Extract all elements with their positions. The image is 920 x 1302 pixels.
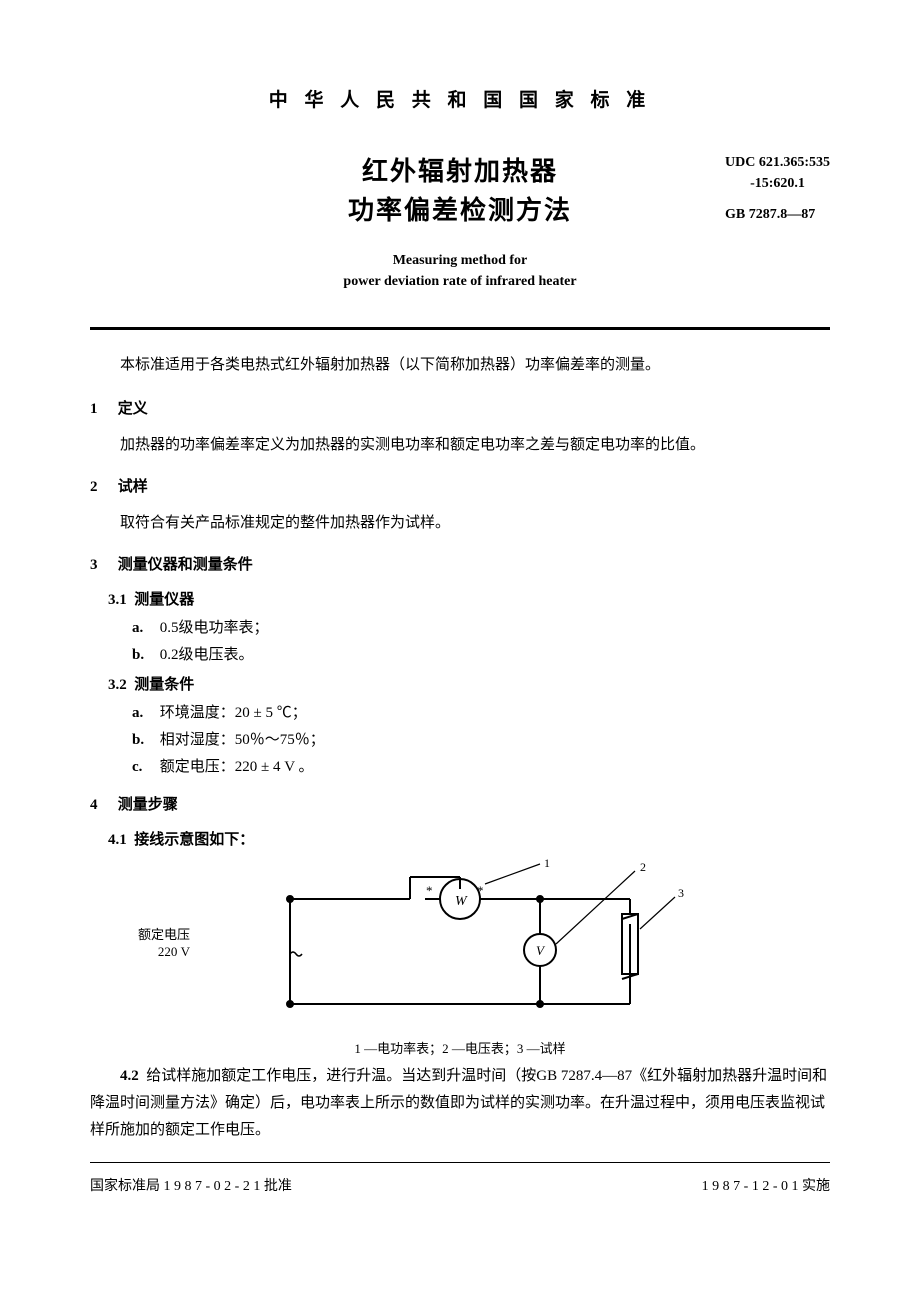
svg-text:*: * (426, 883, 433, 898)
circuit-diagram: * * W V 1 2 3 额定电压 220 V (90, 859, 830, 1034)
section-3-title: 测量仪器和测量条件 (118, 557, 253, 573)
item-3-2-b-text: 相对湿度：50％～75％； (160, 732, 325, 748)
item-3-2-a: a. 环境温度：20 ± 5 ℃； (132, 700, 830, 727)
title-chinese-line2: 功率偏差检测方法 (90, 191, 830, 230)
title-english-line1: Measuring method for (90, 250, 830, 271)
subsection-3-1-title: 测量仪器 (134, 592, 194, 608)
item-3-1-a-text: 0.5级电功率表； (160, 620, 269, 636)
subsection-4-1-num: 4.1 (108, 832, 127, 848)
pointer-3: 3 (678, 886, 684, 900)
classification-codes: UDC 621.365:535 -15:620.1 GB 7287.8—87 (725, 152, 830, 225)
item-3-2-a-text: 环境温度：20 ± 5 ℃； (160, 705, 307, 721)
section-1-heading: 1 定义 (90, 397, 830, 418)
circuit-svg: * * W V 1 2 3 (230, 859, 690, 1029)
subsection-3-2-num: 3.2 (108, 677, 127, 693)
label-a: a. (132, 615, 156, 642)
item-3-2-c: c. 额定电压：220 ± 4 V 。 (132, 754, 830, 781)
label-a: a. (132, 700, 156, 727)
effective-date: 1 9 8 7 - 1 2 - 0 1 实施 (702, 1175, 830, 1195)
divider-bottom (90, 1162, 830, 1163)
footer: 国家标准局 1 9 8 7 - 0 2 - 2 1 批准 1 9 8 7 - 1… (90, 1175, 830, 1195)
section-3-num: 3 (90, 557, 114, 574)
gb-code: GB 7287.8—87 (725, 204, 830, 225)
diagram-caption: 1 —电功率表；2 —电压表；3 —试样 (90, 1038, 830, 1057)
paragraph-4-2-body: 给试样施加额定工作电压，进行升温。当达到升温时间（按GB 7287.4—87《红… (90, 1068, 827, 1138)
subsection-3-1: 3.1 测量仪器 (108, 588, 830, 609)
section-2-title: 试样 (118, 479, 148, 495)
item-3-1-b: b. 0.2级电压表。 (132, 642, 830, 669)
udc-code-line2: -15:620.1 (725, 173, 830, 194)
title-english: Measuring method for power deviation rat… (90, 250, 830, 292)
udc-code-line1: UDC 621.365:535 (725, 152, 830, 173)
approval-date: 国家标准局 1 9 8 7 - 0 2 - 2 1 批准 (90, 1175, 292, 1195)
item-3-1-b-text: 0.2级电压表。 (160, 647, 254, 663)
subsection-3-2-title: 测量条件 (134, 677, 194, 693)
divider-top (90, 327, 830, 330)
section-1-title: 定义 (118, 401, 148, 417)
item-3-1-a: a. 0.5级电功率表； (132, 615, 830, 642)
voltmeter-label: V (536, 943, 546, 958)
section-2-heading: 2 试样 (90, 475, 830, 496)
subsection-4-1-title: 接线示意图如下： (134, 832, 254, 848)
paragraph-4-2: 4.2 给试样施加额定工作电压，进行升温。当达到升温时间（按GB 7287.4—… (90, 1063, 830, 1144)
wattmeter-label: W (455, 894, 468, 909)
section-2-body: 取符合有关产品标准规定的整件加热器作为试样。 (90, 510, 830, 537)
section-4-title: 测量步骤 (118, 797, 178, 813)
voltage-label: 额定电压 220 V (138, 927, 190, 961)
label-c: c. (132, 754, 156, 781)
section-4-num: 4 (90, 797, 114, 814)
label-b: b. (132, 727, 156, 754)
section-3-heading: 3 测量仪器和测量条件 (90, 553, 830, 574)
pointer-1: 1 (544, 859, 550, 870)
title-english-line2: power deviation rate of infrared heater (90, 271, 830, 292)
title-block: UDC 621.365:535 -15:620.1 GB 7287.8—87 红… (90, 152, 830, 230)
section-4-heading: 4 测量步骤 (90, 793, 830, 814)
subsection-4-1: 4.1 接线示意图如下： (108, 828, 830, 849)
section-1-num: 1 (90, 401, 114, 418)
intro-paragraph: 本标准适用于各类电热式红外辐射加热器（以下简称加热器）功率偏差率的测量。 (90, 352, 830, 379)
voltage-label-line2: 220 V (158, 944, 190, 959)
national-standard-header: 中 华 人 民 共 和 国 国 家 标 准 (90, 85, 830, 112)
subsection-4-2-num: 4.2 (120, 1068, 139, 1084)
pointer-2: 2 (640, 860, 646, 874)
label-b: b. (132, 642, 156, 669)
subsection-3-1-num: 3.1 (108, 592, 127, 608)
item-3-2-c-text: 额定电压：220 ± 4 V 。 (160, 759, 314, 775)
voltage-label-line1: 额定电压 (138, 927, 190, 942)
svg-text:*: * (477, 883, 484, 898)
section-1-body: 加热器的功率偏差率定义为加热器的实测电功率和额定电功率之差与额定电功率的比值。 (90, 432, 830, 459)
subsection-3-2: 3.2 测量条件 (108, 673, 830, 694)
item-3-2-b: b. 相对湿度：50％～75％； (132, 727, 830, 754)
section-2-num: 2 (90, 479, 114, 496)
title-chinese-line1: 红外辐射加热器 (90, 152, 830, 191)
